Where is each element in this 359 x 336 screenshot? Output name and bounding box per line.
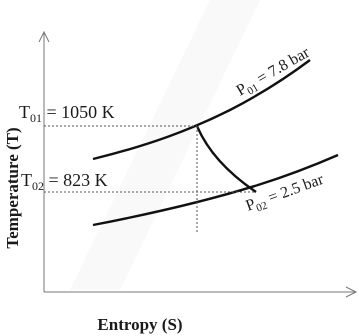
y-axis-label: Temperature (T) bbox=[3, 127, 22, 248]
t01-label: T01 = 1050 K bbox=[19, 102, 115, 125]
x-axis-arrow bbox=[345, 286, 358, 298]
isobar-low-label: P02 = 2.5 bar bbox=[244, 171, 328, 218]
watermark-band bbox=[70, 0, 260, 290]
t02-label: T02 = 823 K bbox=[21, 170, 108, 193]
x-axis-label: Entropy (S) bbox=[97, 315, 182, 334]
isobar-high-curve bbox=[92, 59, 311, 161]
y-axis-arrow bbox=[38, 30, 50, 43]
expansion-process-line bbox=[195, 125, 257, 193]
isobar-low-curve bbox=[92, 153, 339, 227]
isobar-high-label: P01 = 7.8 bar bbox=[234, 44, 315, 102]
